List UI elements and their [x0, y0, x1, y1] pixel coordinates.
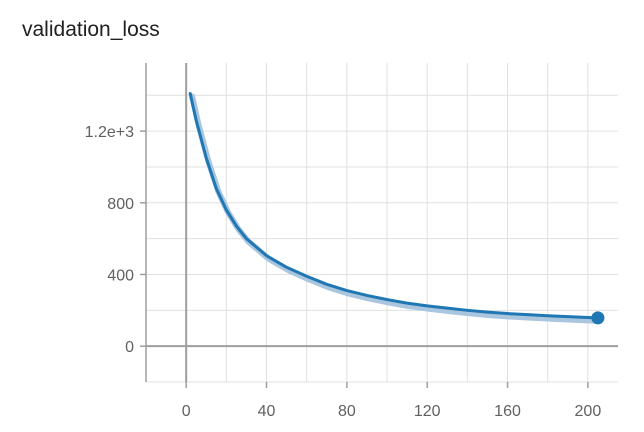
chart-title: validation_loss: [22, 18, 160, 41]
x-axis-tick-labels: 0 40 80 120 160 200: [182, 403, 602, 420]
y-tick-label: 400: [107, 267, 134, 284]
series-shadow-line: [189, 93, 603, 324]
y-tick-label: 800: [107, 196, 134, 213]
x-tick-label: 40: [258, 403, 276, 420]
grid-lines: [145, 63, 618, 383]
series-line: [188, 91, 600, 320]
x-tick-label: 200: [575, 403, 602, 420]
end-point-marker: [591, 311, 605, 325]
series-layer: [188, 91, 605, 325]
x-tick-label: 0: [182, 403, 191, 420]
y-tick-label: 0: [125, 339, 134, 356]
y-tick-label: 1.2e+3: [85, 124, 134, 141]
y-axis-tick-labels: 0 400 800 1.2e+3: [85, 124, 134, 356]
x-tick-label: 120: [414, 403, 441, 420]
x-tick-label: 80: [338, 403, 356, 420]
x-tick-label: 160: [494, 403, 521, 420]
axes: [140, 63, 618, 388]
